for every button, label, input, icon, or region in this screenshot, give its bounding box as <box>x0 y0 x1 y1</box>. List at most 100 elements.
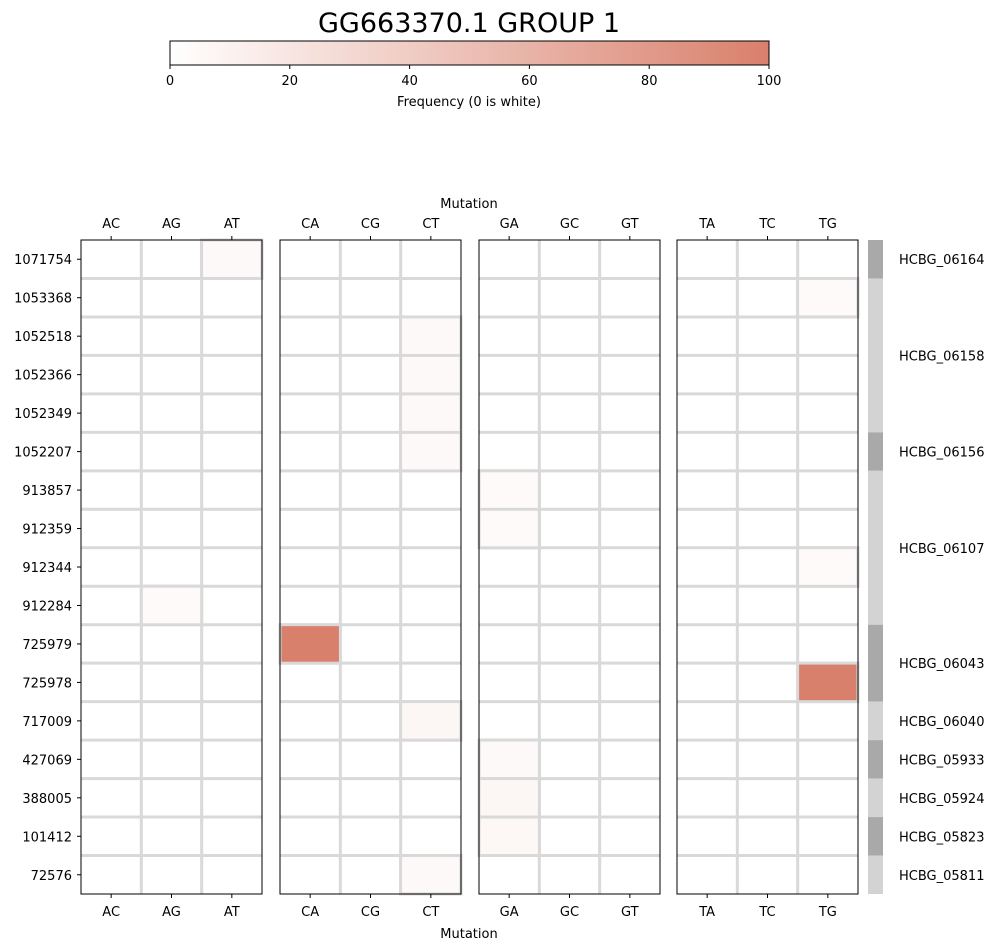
heatmap-cell-fill <box>142 587 201 624</box>
gene-label: HCBG_06158 <box>899 349 984 364</box>
x-tick-label-bottom: GA <box>500 905 519 920</box>
x-tick-label-top: AG <box>162 217 181 232</box>
x-tick-label-top: AC <box>102 217 120 232</box>
panel-C: CA CA CG CG CT CT <box>278 217 463 920</box>
row-label: 1052518 <box>14 330 72 345</box>
gene-segment <box>868 432 883 471</box>
gene-segment <box>868 470 883 625</box>
colorbar-ticks: 0 20 40 60 80 100 <box>166 65 782 89</box>
colorbar-tick-label: 40 <box>401 74 418 89</box>
panel-T: TA TA TC TC TG TG <box>676 217 860 920</box>
gene-segment <box>868 278 883 433</box>
heatmap-cell-fill <box>402 318 460 354</box>
gene-label: HCBG_06043 <box>899 657 984 672</box>
row-label: 717009 <box>22 715 72 730</box>
x-tick-label-top: GC <box>560 217 579 232</box>
x-tick-label-bottom: AG <box>162 905 181 920</box>
heatmap-cell-fill <box>281 626 339 662</box>
gene-label: HCBG_05924 <box>899 792 984 807</box>
gene-label: HCBG_06164 <box>899 253 984 268</box>
heatmap-cell-fill <box>480 741 538 778</box>
heatmap-cell-fill <box>402 433 460 470</box>
colorbar-tick-label: 80 <box>641 74 658 89</box>
panel-background <box>81 240 262 894</box>
row-label: 72576 <box>31 869 72 884</box>
heatmap-cell-fill <box>402 395 460 431</box>
row-label: 1052366 <box>14 369 72 384</box>
x-tick-label-top: CG <box>361 217 380 232</box>
x-tick-label-bottom: CA <box>301 905 319 920</box>
heatmap-cell-fill <box>480 780 538 816</box>
heatmap-cell-fill <box>480 818 538 855</box>
gene-segment <box>868 817 883 856</box>
row-label: 1071754 <box>14 253 72 268</box>
row-label: 101412 <box>22 830 72 845</box>
x-tick-label-top: GA <box>500 217 519 232</box>
gene-label: HCBG_05811 <box>899 869 984 884</box>
row-label: 913857 <box>22 484 72 499</box>
gene-segment <box>868 778 883 818</box>
gene-label: HCBG_06107 <box>899 542 984 557</box>
colorbar: 0 20 40 60 80 100 Frequency (0 is white) <box>166 40 782 110</box>
heatmap-cell-fill <box>402 356 460 393</box>
x-tick-label-bottom: TG <box>818 905 837 920</box>
x-tick-label-top: AT <box>224 217 240 232</box>
heatmap-cell-fill <box>480 472 538 508</box>
x-tick-label-bottom: CT <box>422 905 439 920</box>
x-tick-label-top: GT <box>621 217 639 232</box>
heatmap-cell-fill <box>402 703 460 739</box>
gene-label: HCBG_05823 <box>899 830 984 845</box>
row-label: 1052349 <box>14 407 72 422</box>
x-tick-label-top: CA <box>301 217 319 232</box>
row-label: 912344 <box>22 561 72 576</box>
x-tick-label-top: CT <box>422 217 439 232</box>
heatmap-cell-fill <box>480 510 538 547</box>
colorbar-tick-label: 0 <box>166 74 174 89</box>
gene-label: HCBG_05933 <box>899 753 984 768</box>
heatmap-cell-fill <box>799 279 857 316</box>
heatmap-cell-fill <box>799 549 857 585</box>
x-tick-label-bottom: AT <box>224 905 240 920</box>
x-tick-label-bottom: GC <box>560 905 579 920</box>
row-labels: 1071754 1053368 1052518 1052366 1052349 10522… <box>14 253 81 884</box>
colorbar-tick-label: 100 <box>757 74 782 89</box>
row-label: 912284 <box>22 599 72 614</box>
colorbar-label: Frequency (0 is white) <box>397 95 541 110</box>
row-label: 725978 <box>22 676 72 691</box>
panel-G: GA GA GC GC GT GT <box>477 217 661 920</box>
gene-segment <box>868 624 883 702</box>
gene-label: HCBG_06156 <box>899 446 984 461</box>
row-label: 725979 <box>22 638 72 653</box>
colorbar-gradient <box>169 40 770 66</box>
chart-title: GG663370.1 GROUP 1 <box>318 8 620 39</box>
x-tick-label-top: TG <box>818 217 837 232</box>
gene-segment <box>868 740 883 779</box>
x-tick-label-bottom: CG <box>361 905 380 920</box>
heatmap-cell-fill <box>799 664 857 701</box>
x-tick-label-bottom: AC <box>102 905 120 920</box>
panel-A: AC AC AG AG AT AT <box>80 217 264 920</box>
x-tick-label-top: TC <box>758 217 775 232</box>
gene-label: HCBG_06040 <box>899 715 984 730</box>
x-tick-label-top: TA <box>698 217 715 232</box>
x-tick-label-bottom: GT <box>621 905 639 920</box>
colorbar-tick-label: 20 <box>282 74 299 89</box>
x-axis-label-top: Mutation <box>440 197 497 212</box>
row-label: 1053368 <box>14 292 72 307</box>
x-tick-label-bottom: TA <box>698 905 715 920</box>
colorbar-tick-label: 60 <box>521 74 538 89</box>
x-tick-label-bottom: TC <box>758 905 775 920</box>
row-label: 388005 <box>22 792 72 807</box>
row-label: 912359 <box>22 523 72 538</box>
heatmap-cell-fill <box>203 241 261 277</box>
gene-segment <box>868 240 883 279</box>
x-axis-label-bottom: Mutation <box>440 927 497 942</box>
gene-track: HCBG_06164 HCBG_06158 HCBG_06156 HCBG_06107… <box>868 240 984 894</box>
row-label: 427069 <box>22 753 72 768</box>
gene-segment <box>868 701 883 741</box>
heatmap-cell-fill <box>402 857 460 893</box>
gene-segment <box>868 855 883 894</box>
row-label: 1052207 <box>14 446 72 461</box>
heatmap-panels: ACACAGAGATATCACACGCGCTCTGAGAGCGCGTGTTATA… <box>80 217 860 920</box>
